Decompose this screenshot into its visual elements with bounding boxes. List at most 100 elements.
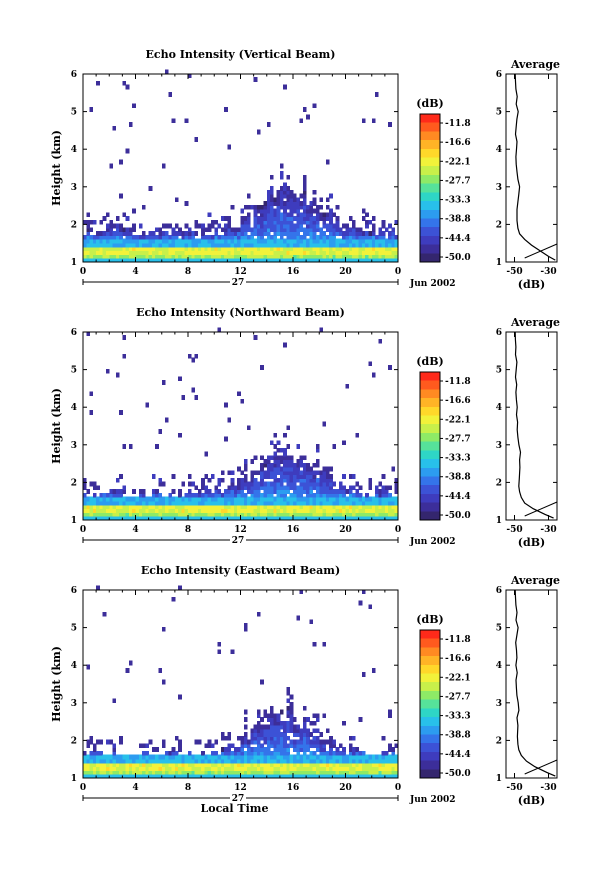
heatmap-cell: [207, 246, 212, 252]
heatmap-cell: [322, 466, 327, 472]
heatmap-cell: [325, 481, 330, 487]
heatmap-cell: [315, 234, 320, 240]
heatmap-cell: [289, 728, 294, 734]
heatmap-cell: [279, 234, 284, 240]
heatmap-cell: [92, 515, 97, 521]
heatmap-cell: [109, 762, 113, 768]
heatmap-cell: [306, 747, 310, 752]
heatmap-cell: [83, 769, 87, 775]
heatmap-cell: [388, 485, 392, 491]
heatmap-cell: [191, 754, 195, 760]
colorbar-swatch: [420, 656, 440, 666]
heatmap-cell: [325, 253, 330, 259]
x-tick-label: 0: [80, 267, 86, 277]
heatmap-cell: [263, 246, 268, 252]
heatmap-cell: [260, 750, 264, 756]
heatmap-cell: [283, 769, 287, 775]
heatmap-cell: [302, 216, 307, 221]
heatmap-cell: [361, 769, 366, 775]
heatmap-cell: [191, 231, 195, 236]
heatmap-cell: [263, 496, 268, 502]
heatmap-cell: [194, 769, 199, 775]
heatmap-cell: [266, 212, 271, 218]
heatmap-cell: [286, 174, 291, 180]
heatmap-cell: [138, 515, 143, 521]
heatmap-cell: [227, 735, 232, 741]
heatmap-cell: [394, 769, 399, 775]
heatmap-cell: [273, 432, 277, 438]
heatmap-cell: [296, 234, 300, 240]
heatmap-cell: [332, 515, 337, 521]
heatmap-cell: [391, 754, 396, 760]
heatmap-cell: [270, 216, 274, 221]
heatmap-cell: [289, 257, 294, 263]
heatmap-cell: [273, 459, 277, 464]
heatmap-cell: [250, 489, 255, 494]
heatmap-cell: [240, 227, 245, 233]
heatmap-cell: [329, 223, 333, 229]
heatmap-cell: [286, 773, 291, 779]
heatmap-cell: [142, 246, 146, 252]
heatmap-cell: [315, 758, 320, 764]
heatmap-cell: [279, 492, 284, 498]
heatmap-cell: [276, 507, 281, 513]
heatmap-cell: [138, 743, 143, 749]
heatmap-cell: [237, 253, 241, 259]
heatmap-cell: [302, 253, 307, 259]
heatmap-cell: [302, 735, 307, 741]
heatmap-cell: [204, 515, 209, 521]
heatmap-cell: [296, 219, 300, 225]
heatmap-cell: [125, 500, 130, 506]
heatmap-cell: [266, 735, 271, 741]
heatmap-cell: [279, 447, 284, 453]
heatmap-cell: [220, 234, 225, 240]
heatmap-cell: [188, 227, 192, 233]
heatmap-cell: [352, 253, 356, 259]
heatmap-cell: [279, 732, 284, 737]
heatmap-cell: [194, 238, 199, 244]
colorbar-swatch: [420, 406, 440, 416]
heatmap-cell: [358, 754, 363, 760]
heatmap-cell: [329, 227, 333, 233]
heatmap-cell: [289, 717, 294, 722]
heatmap-cell: [250, 739, 255, 745]
heatmap-cell: [315, 238, 320, 244]
heatmap-cell: [381, 253, 386, 259]
heatmap-cell: [165, 504, 169, 510]
heatmap-cell: [112, 773, 117, 779]
heatmap-cell: [224, 754, 228, 760]
heatmap-cell: [371, 227, 376, 233]
heatmap-cell: [181, 234, 186, 240]
colorbar-swatch: [420, 380, 440, 390]
colorbar-swatch: [420, 148, 440, 158]
heatmap-cell: [96, 585, 100, 591]
heatmap-cell: [256, 223, 261, 229]
colorbar-swatch: [420, 493, 440, 503]
heatmap-cell: [99, 758, 104, 764]
heatmap-cell: [155, 765, 159, 771]
heatmap-cell: [348, 750, 353, 756]
heatmap-cell: [155, 504, 159, 510]
heatmap-cell: [250, 500, 255, 506]
heatmap-cell: [240, 242, 245, 248]
heatmap-cell: [201, 504, 205, 510]
heatmap-cell: [286, 762, 291, 768]
heatmap-cell: [148, 773, 153, 779]
heatmap-cell: [128, 249, 133, 255]
heatmap-cell: [371, 234, 376, 240]
heatmap-cell: [253, 212, 258, 218]
heatmap-cell: [289, 189, 294, 195]
heatmap-cell: [148, 234, 153, 240]
heatmap-cell: [358, 600, 363, 606]
heatmap-cell: [375, 492, 379, 498]
heatmap-cell: [201, 234, 205, 240]
heatmap-cell: [335, 500, 340, 506]
heatmap-cell: [178, 773, 182, 779]
heatmap-cell: [132, 234, 136, 240]
heatmap-cell: [270, 201, 274, 206]
heatmap-cell: [197, 253, 202, 259]
heatmap-cell: [83, 500, 87, 506]
heatmap-cell: [348, 758, 353, 764]
heatmap-cell: [322, 246, 327, 252]
heatmap-cell: [230, 743, 235, 749]
